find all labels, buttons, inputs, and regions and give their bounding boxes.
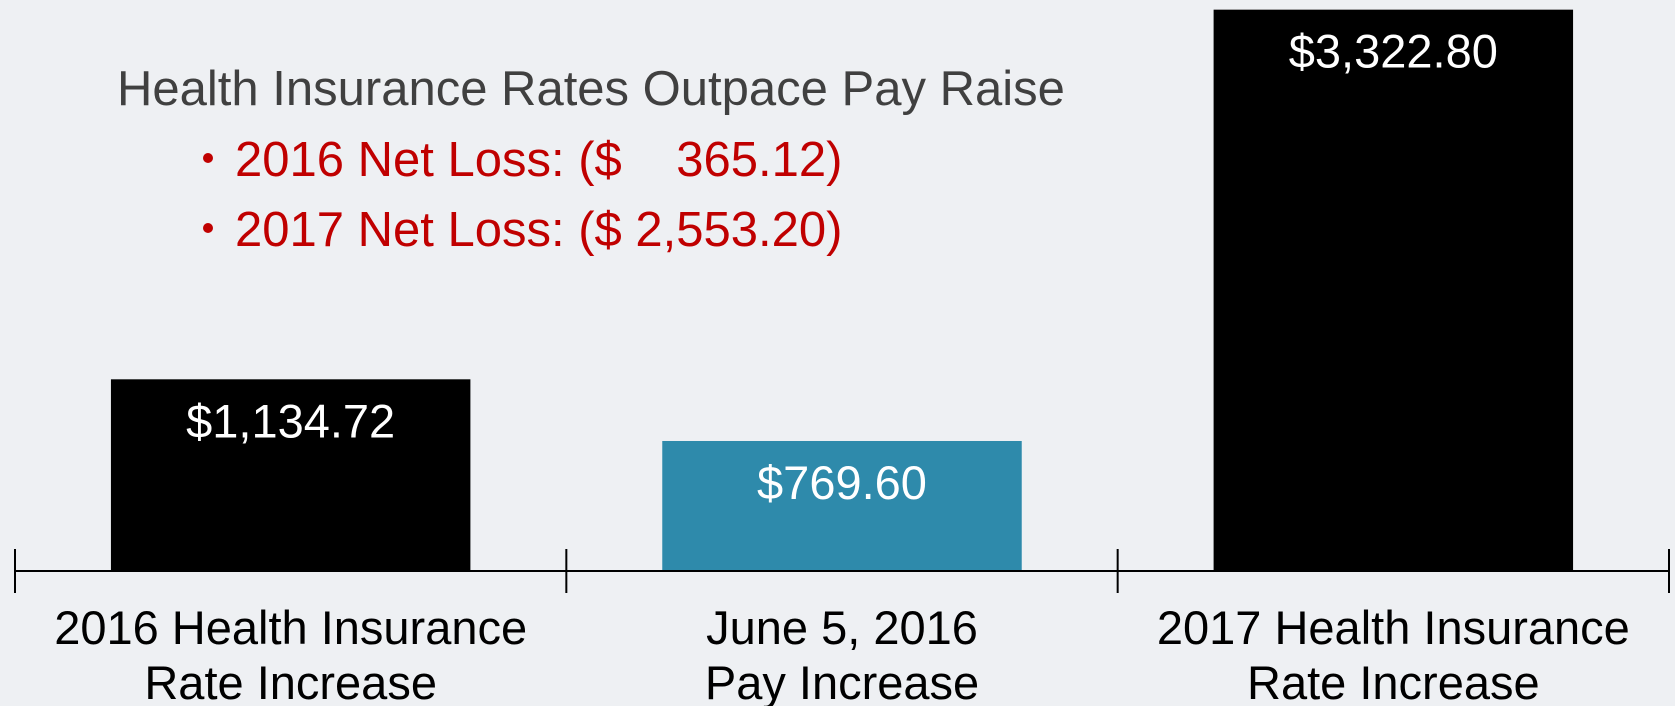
bar	[662, 440, 1022, 571]
chart-title: Health Insurance Rates Outpace Pay Raise	[117, 62, 1065, 116]
x-tick-label: Rate Increase	[144, 656, 437, 706]
data-label: $769.60	[757, 456, 927, 509]
x-tick-label: 2017 Health Insurance	[1157, 601, 1630, 654]
data-label: $1,134.72	[186, 394, 395, 447]
bullet	[203, 153, 213, 163]
annotation: 2017 Net Loss: ($ 2,553.20)	[235, 203, 842, 257]
bar	[110, 379, 471, 571]
x-tick-label: Rate Increase	[1247, 656, 1540, 706]
x-tick-label: Pay Increase	[705, 656, 979, 706]
data-label: $3,322.80	[1289, 25, 1498, 78]
annotation: 2016 Net Loss: ($ 365.12)	[235, 133, 842, 187]
x-tick-label: 2016 Health Insurance	[54, 601, 527, 654]
bar	[1213, 9, 1574, 571]
x-tick-label: June 5, 2016	[706, 601, 978, 654]
bullet	[203, 223, 213, 233]
